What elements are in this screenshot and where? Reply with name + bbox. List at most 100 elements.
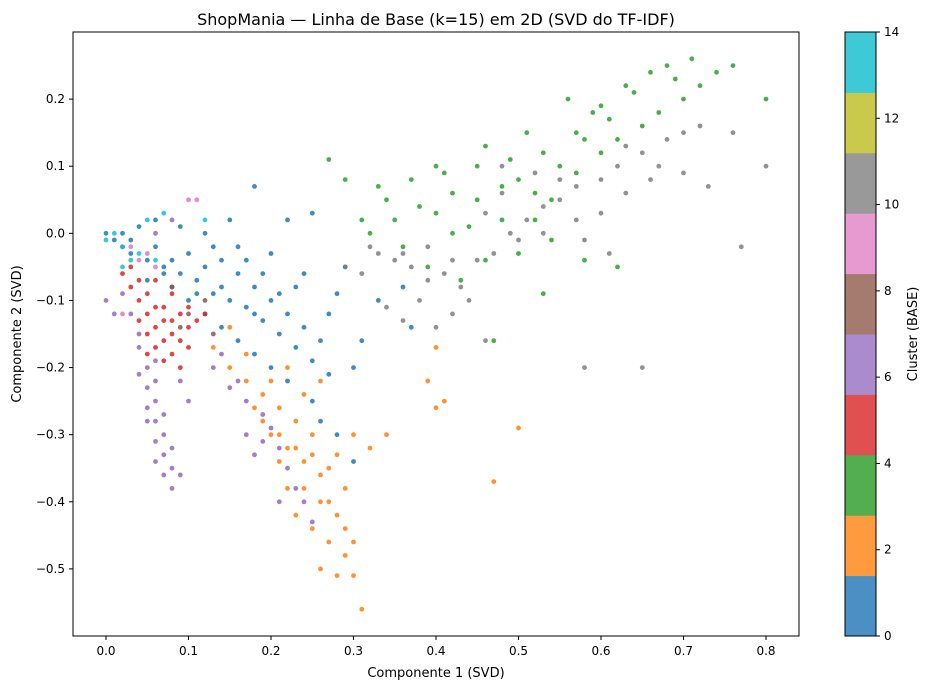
point-cluster-4	[549, 237, 554, 243]
point-cluster-5	[186, 304, 191, 310]
point-cluster-9	[615, 163, 620, 169]
point-cluster-14	[144, 217, 150, 223]
colorbar-tick-label: 10	[884, 198, 899, 212]
point-cluster-4	[598, 150, 604, 156]
point-cluster-9	[516, 237, 521, 243]
point-cluster-2	[301, 459, 307, 464]
point-cluster-2	[276, 459, 282, 464]
point-cluster-9	[425, 277, 431, 283]
colorbar-band	[845, 152, 876, 214]
point-cluster-2	[351, 573, 356, 578]
point-cluster-4	[582, 137, 587, 142]
point-cluster-4	[648, 69, 653, 75]
colorbar-frame	[844, 31, 877, 637]
point-cluster-6	[153, 230, 158, 236]
point-cluster-7	[210, 331, 216, 337]
point-cluster-6	[243, 432, 249, 438]
point-cluster-0	[276, 331, 282, 337]
point-cluster-9	[582, 365, 587, 370]
point-cluster-4	[384, 197, 389, 203]
x-axis: 0.0 0.1 0.2 0.3 0.4 0.5 0.6 0.7 0.8	[96, 636, 776, 658]
point-cluster-5	[161, 304, 167, 310]
point-cluster-4	[639, 123, 645, 129]
point-cluster-4	[375, 184, 381, 189]
point-cluster-6	[111, 311, 117, 317]
point-cluster-9	[400, 251, 406, 256]
y-tick-label: 0.2	[46, 92, 65, 106]
point-cluster-8	[120, 311, 125, 317]
point-cluster-9	[532, 170, 538, 176]
point-cluster-6	[293, 486, 299, 491]
point-cluster-0	[293, 284, 299, 290]
point-cluster-9	[458, 284, 464, 290]
y-tick-label: 0.0	[46, 226, 65, 240]
point-cluster-2	[342, 526, 348, 531]
point-cluster-4	[598, 103, 604, 109]
point-cluster-2	[351, 539, 356, 545]
point-cluster-5	[161, 338, 167, 344]
point-cluster-2	[293, 418, 299, 424]
point-cluster-4	[730, 63, 736, 68]
colorbar-label: Cluster (BASE)	[906, 287, 921, 382]
colorbar-tick-label: 2	[884, 543, 892, 557]
point-cluster-6	[309, 519, 315, 525]
point-cluster-2	[309, 432, 315, 438]
point-cluster-6	[169, 217, 175, 223]
point-cluster-6	[161, 412, 167, 417]
point-cluster-4	[557, 163, 563, 169]
colorbar-tick-label: 4	[884, 456, 892, 470]
point-cluster-2	[326, 465, 332, 471]
point-cluster-5	[194, 318, 200, 323]
point-cluster-4	[532, 190, 538, 196]
point-cluster-4	[664, 63, 670, 68]
point-cluster-9	[639, 150, 645, 156]
point-cluster-0	[186, 251, 191, 256]
point-cluster-7	[186, 311, 191, 317]
point-cluster-0	[243, 257, 249, 263]
point-cluster-6	[136, 345, 142, 350]
point-cluster-0	[235, 271, 241, 276]
point-cluster-0	[276, 291, 282, 297]
point-cluster-0	[309, 210, 315, 216]
point-cluster-0	[153, 244, 158, 250]
point-cluster-9	[450, 311, 455, 317]
point-cluster-2	[285, 365, 290, 370]
point-cluster-9	[681, 130, 686, 136]
point-cluster-4	[631, 90, 637, 95]
point-cluster-0	[144, 257, 150, 263]
point-cluster-2	[227, 365, 233, 370]
point-cluster-9	[598, 177, 604, 183]
colorbar-band	[845, 575, 876, 637]
point-cluster-0	[161, 271, 167, 276]
point-cluster-6	[153, 378, 158, 384]
point-cluster-14	[120, 264, 125, 270]
point-cluster-9	[573, 184, 579, 189]
point-cluster-5	[144, 331, 150, 337]
point-cluster-9	[705, 184, 711, 189]
point-cluster-2	[301, 486, 307, 491]
point-cluster-9	[664, 137, 670, 142]
point-cluster-9	[450, 257, 455, 263]
point-cluster-4	[573, 130, 579, 136]
point-cluster-6	[103, 298, 109, 303]
point-cluster-2	[243, 378, 249, 384]
point-cluster-9	[730, 130, 736, 136]
point-cluster-4	[681, 96, 686, 102]
point-cluster-4	[549, 197, 554, 203]
point-cluster-6	[276, 499, 282, 505]
point-cluster-0	[285, 378, 290, 384]
point-cluster-2	[318, 472, 323, 478]
point-cluster-9	[408, 264, 414, 270]
point-cluster-0	[285, 311, 290, 317]
point-cluster-6	[144, 418, 150, 424]
point-cluster-0	[268, 298, 274, 303]
y-tick-label: −0.1	[36, 293, 65, 307]
point-cluster-9	[582, 237, 587, 243]
point-cluster-2	[433, 345, 439, 350]
point-cluster-8	[194, 197, 200, 203]
point-cluster-0	[153, 217, 158, 223]
point-cluster-2	[367, 445, 373, 451]
x-axis-label: Componente 1 (SVD)	[367, 666, 504, 681]
point-cluster-9	[392, 257, 398, 263]
point-cluster-4	[615, 137, 620, 142]
